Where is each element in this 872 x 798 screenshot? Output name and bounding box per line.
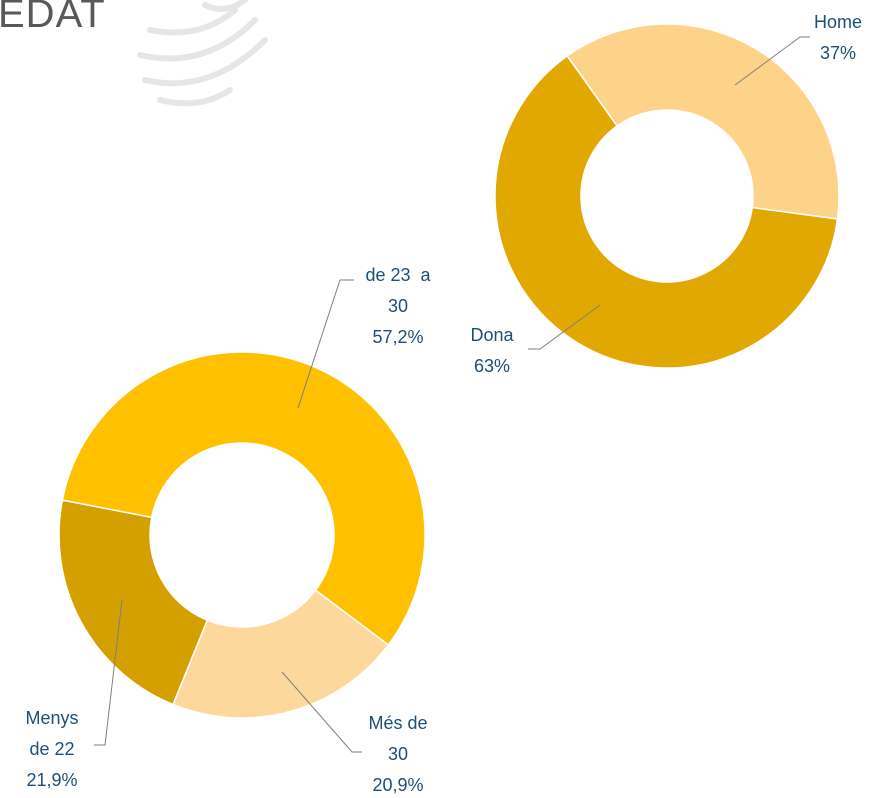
chart-title: EDAT [0,0,106,36]
donut-slice [61,351,426,646]
slice-label: Més de 30 [368,713,433,764]
donut-slice [171,589,390,719]
leader-line [528,304,601,350]
watermark [137,0,268,107]
leader-line [94,599,123,746]
value-label: 63% [473,356,511,376]
value-label: 20,9% [372,775,424,795]
leader-line [734,36,810,86]
slice-label: Dona [470,325,514,345]
value-label: 21,9% [26,770,78,790]
leader-line [297,279,354,409]
donut-slice [494,54,839,369]
slice-label: Menys de 22 [25,708,84,759]
value-label: 57,2% [372,327,424,347]
donut-slice [58,499,209,706]
value-label: 37% [819,43,857,63]
donut-slice [566,23,840,220]
slice-label: Home [813,12,862,32]
leader-line [281,671,362,753]
slice-label: de 23 a 30 [365,265,436,316]
